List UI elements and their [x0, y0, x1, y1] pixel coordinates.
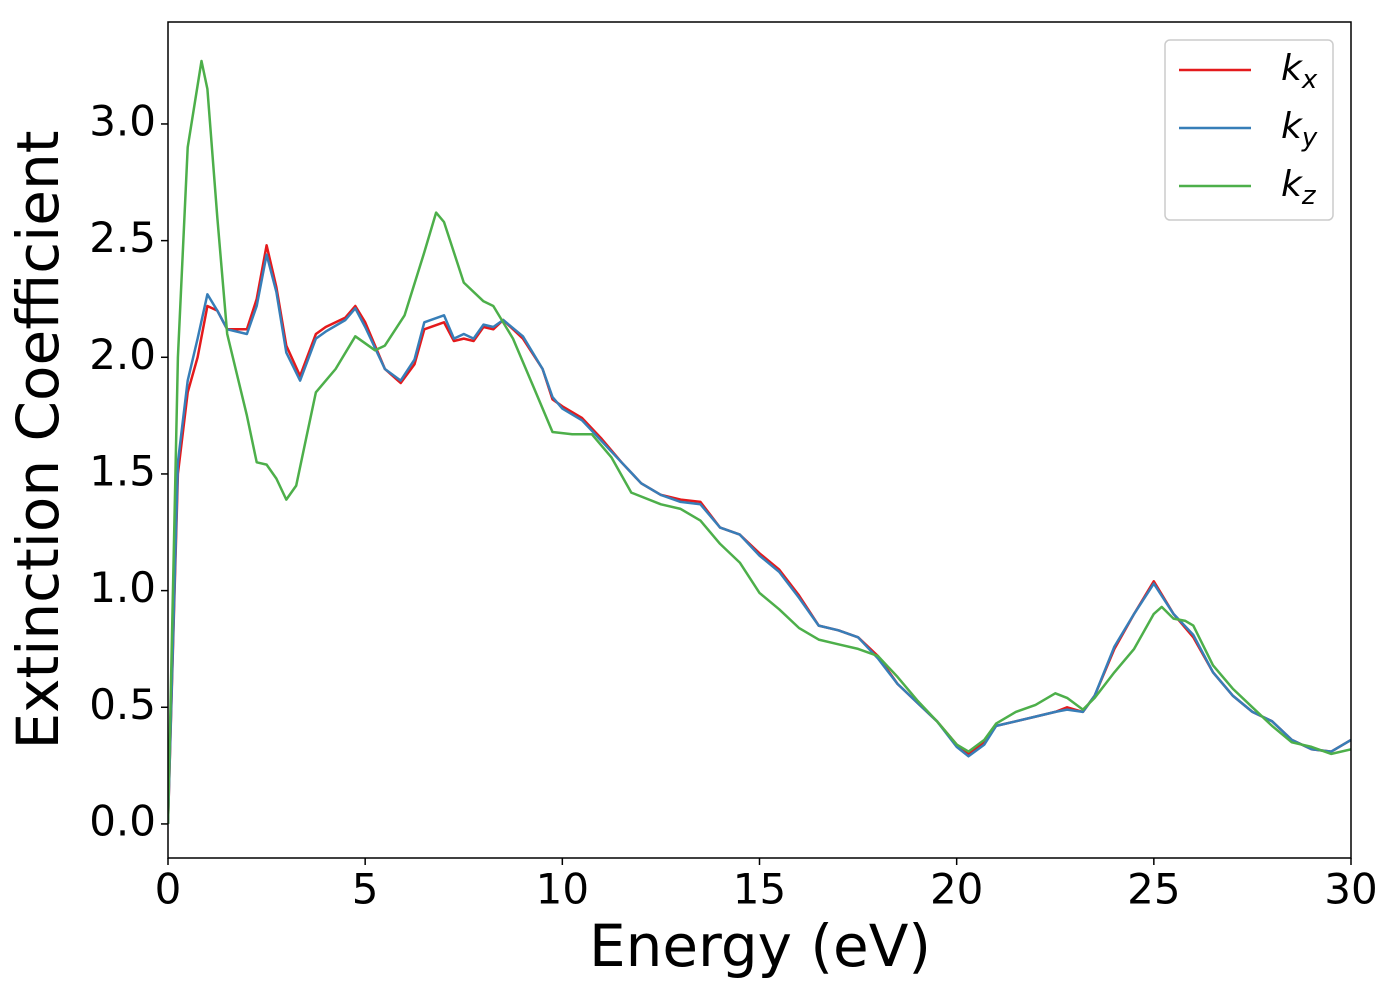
x-tick-label: 30: [1324, 865, 1377, 914]
y-tick-label: 0.0: [89, 796, 156, 845]
y-tick-label: 1.0: [89, 563, 156, 612]
x-tick-label: 5: [352, 865, 379, 914]
series-line: [168, 253, 1351, 824]
y-tick-label: 1.5: [89, 446, 156, 495]
x-axis-label: Energy (eV): [589, 912, 931, 980]
legend-box: [1164, 39, 1334, 221]
x-tick-label: 20: [930, 865, 983, 914]
y-tick-label: 2.0: [89, 330, 156, 379]
x-tick-label: 25: [1127, 865, 1180, 914]
legend-label: ky: [1281, 106, 1318, 153]
x-tick-label: 15: [733, 865, 786, 914]
legend-label: kz: [1281, 164, 1317, 211]
series-line: [168, 59, 1351, 824]
y-tick-label: 2.5: [89, 213, 156, 262]
x-tick-label: 10: [536, 865, 589, 914]
x-tick-label: 0: [155, 865, 182, 914]
legend-label: kx: [1281, 48, 1318, 95]
y-tick-label: 3.0: [89, 96, 156, 145]
series-line: [168, 244, 1351, 824]
plot-frame: [167, 21, 1352, 859]
y-tick-label: 0.5: [89, 680, 156, 729]
y-axis-label: Extinction Coefficient: [4, 131, 72, 750]
plot: [168, 59, 1351, 824]
